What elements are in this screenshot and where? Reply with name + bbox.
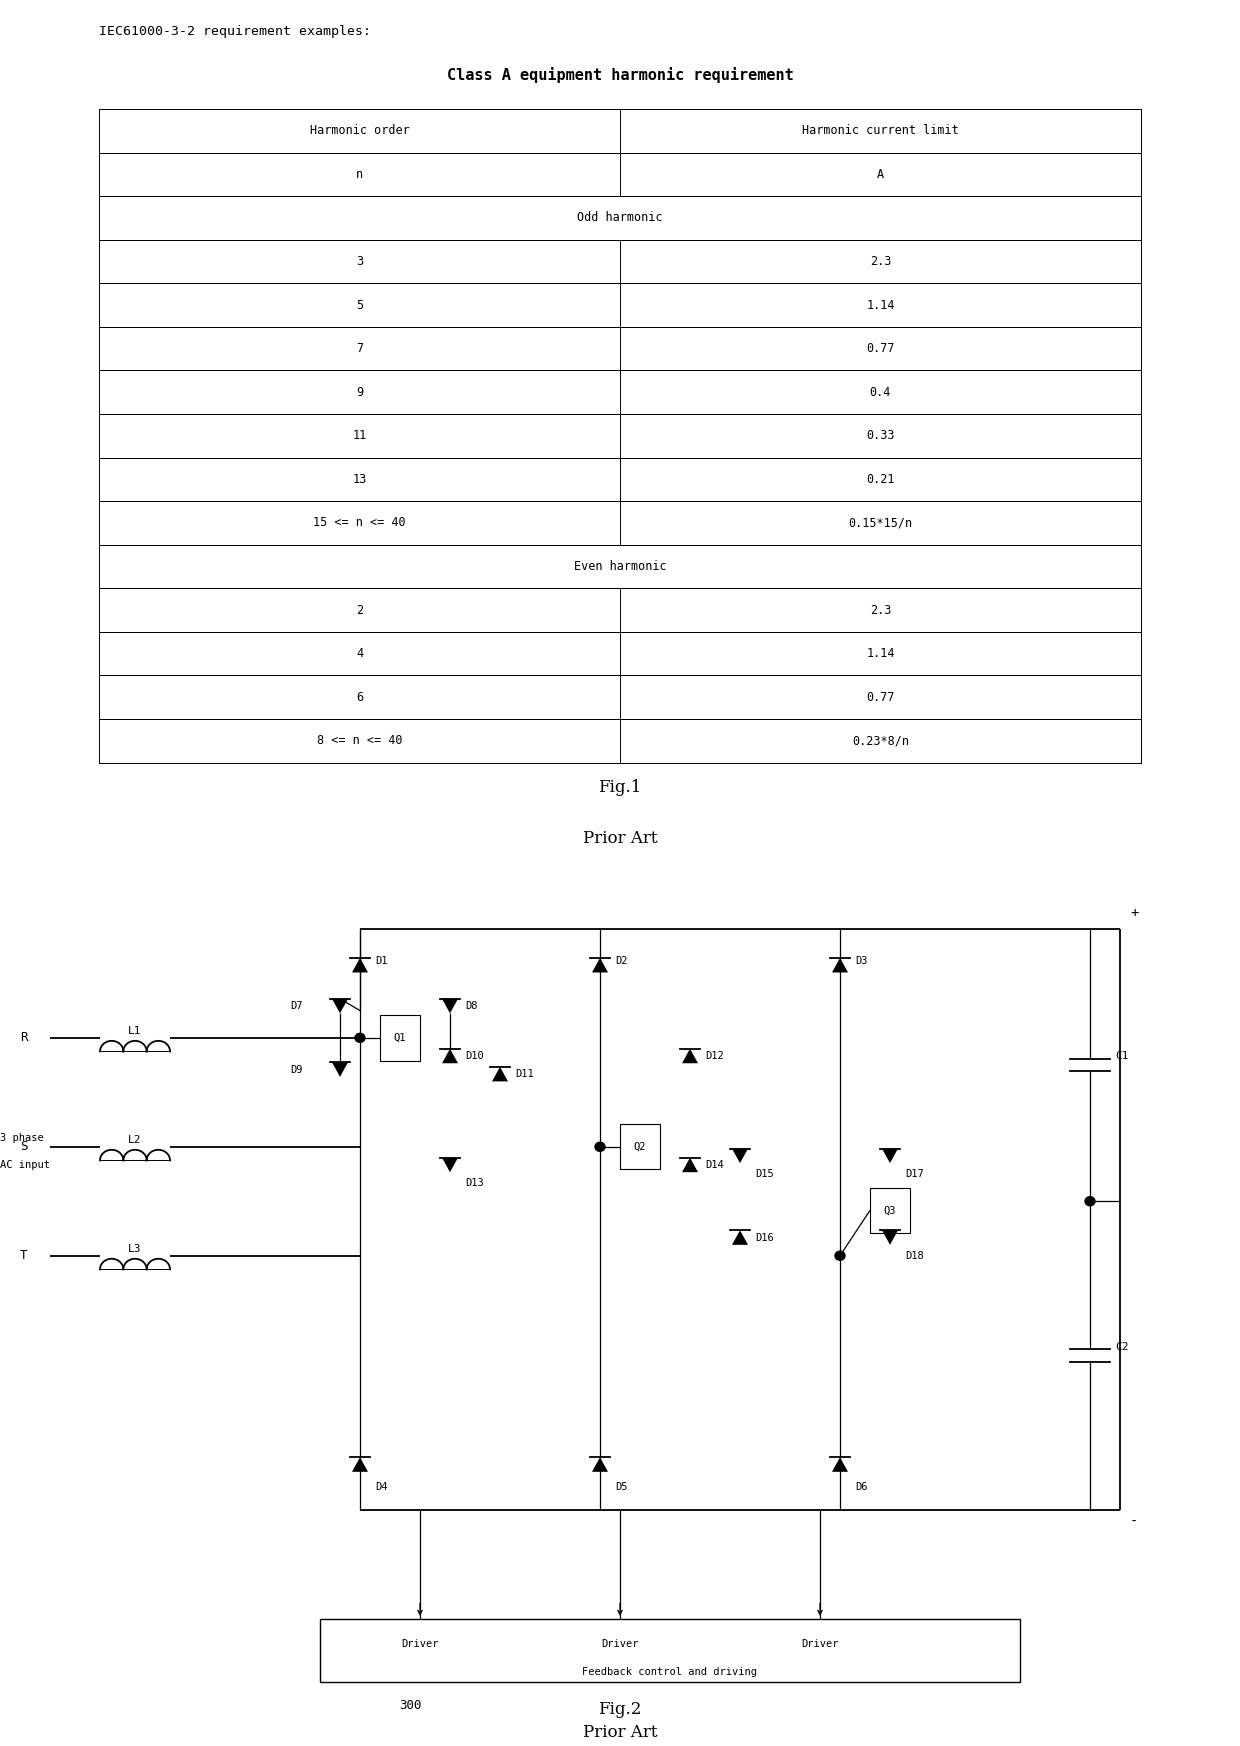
- Text: 0.15*15/n: 0.15*15/n: [848, 517, 913, 529]
- Text: D10: D10: [465, 1051, 484, 1062]
- Text: Harmonic order: Harmonic order: [310, 124, 409, 138]
- Bar: [870, 1187, 910, 1233]
- Text: -: -: [1130, 1514, 1138, 1528]
- Text: 6: 6: [356, 691, 363, 704]
- Text: D8: D8: [465, 1000, 477, 1011]
- Text: 0.21: 0.21: [867, 473, 894, 485]
- Text: Driver: Driver: [402, 1639, 439, 1650]
- Text: L2: L2: [128, 1135, 141, 1145]
- Text: D2: D2: [615, 955, 627, 966]
- Text: 8 <= n <= 40: 8 <= n <= 40: [317, 735, 402, 747]
- Text: D9: D9: [290, 1065, 303, 1074]
- Text: D11: D11: [515, 1069, 533, 1079]
- Text: D5: D5: [615, 1482, 627, 1493]
- Text: C2: C2: [1115, 1341, 1128, 1351]
- Text: 0.33: 0.33: [867, 430, 894, 442]
- Text: Class A equipment harmonic requirement: Class A equipment harmonic requirement: [446, 66, 794, 84]
- Text: 0.4: 0.4: [869, 386, 892, 398]
- Text: D3: D3: [856, 955, 868, 966]
- Text: 9: 9: [356, 386, 363, 398]
- Text: D15: D15: [755, 1170, 774, 1179]
- Text: +: +: [1130, 906, 1138, 920]
- Text: C1: C1: [1115, 1051, 1128, 1062]
- Text: 7: 7: [356, 342, 363, 354]
- Text: Driver: Driver: [601, 1639, 639, 1650]
- Circle shape: [1085, 1196, 1095, 1206]
- Text: R: R: [20, 1032, 27, 1044]
- Polygon shape: [591, 1458, 608, 1472]
- Polygon shape: [732, 1231, 748, 1245]
- Text: 300: 300: [399, 1699, 422, 1711]
- Text: 0.77: 0.77: [867, 342, 894, 354]
- Polygon shape: [332, 1062, 348, 1077]
- Text: 13: 13: [352, 473, 367, 485]
- Polygon shape: [832, 1458, 848, 1472]
- Text: 3: 3: [356, 255, 363, 267]
- Text: D7: D7: [290, 1000, 303, 1011]
- Text: 2.3: 2.3: [869, 255, 892, 267]
- Text: S: S: [20, 1140, 27, 1154]
- Text: Fig.2: Fig.2: [599, 1701, 641, 1718]
- Text: Odd harmonic: Odd harmonic: [578, 211, 662, 225]
- Text: 1.14: 1.14: [867, 299, 894, 311]
- Text: Prior Art: Prior Art: [583, 1723, 657, 1741]
- Text: D6: D6: [856, 1482, 868, 1493]
- Text: Driver: Driver: [801, 1639, 838, 1650]
- Polygon shape: [882, 1231, 898, 1245]
- Circle shape: [595, 1142, 605, 1151]
- Text: D14: D14: [706, 1159, 724, 1170]
- Text: D1: D1: [374, 955, 387, 966]
- Text: 2: 2: [356, 604, 363, 616]
- Bar: [320, 1619, 1021, 1683]
- Bar: [379, 1014, 420, 1060]
- Polygon shape: [352, 959, 368, 973]
- Polygon shape: [441, 1049, 458, 1063]
- Text: 11: 11: [352, 430, 367, 442]
- Text: IEC61000-3-2 requirement examples:: IEC61000-3-2 requirement examples:: [99, 24, 371, 38]
- Text: D12: D12: [706, 1051, 724, 1062]
- Text: T: T: [20, 1248, 27, 1262]
- Text: Harmonic current limit: Harmonic current limit: [802, 124, 959, 138]
- Text: D18: D18: [905, 1250, 924, 1261]
- Text: 0.23*8/n: 0.23*8/n: [852, 735, 909, 747]
- Text: Fig.1: Fig.1: [599, 779, 641, 796]
- Text: 0.77: 0.77: [867, 691, 894, 704]
- Text: Prior Art: Prior Art: [583, 829, 657, 847]
- Polygon shape: [882, 1149, 898, 1163]
- Circle shape: [835, 1252, 844, 1261]
- Text: A: A: [877, 168, 884, 182]
- Polygon shape: [591, 959, 608, 973]
- Text: Q2: Q2: [634, 1142, 646, 1152]
- Text: Q3: Q3: [884, 1205, 897, 1215]
- Text: Q1: Q1: [394, 1034, 407, 1042]
- Polygon shape: [832, 959, 848, 973]
- Text: AC input: AC input: [0, 1159, 50, 1170]
- Polygon shape: [332, 999, 348, 1013]
- Text: L1: L1: [128, 1027, 141, 1037]
- Polygon shape: [732, 1149, 748, 1163]
- Text: 2.3: 2.3: [869, 604, 892, 616]
- Text: 4: 4: [356, 648, 363, 660]
- Text: n: n: [356, 168, 363, 182]
- Text: Even harmonic: Even harmonic: [574, 560, 666, 573]
- Text: D13: D13: [465, 1179, 484, 1187]
- Text: 1.14: 1.14: [867, 648, 894, 660]
- Polygon shape: [352, 1458, 368, 1472]
- Circle shape: [355, 1034, 365, 1042]
- Polygon shape: [441, 999, 458, 1013]
- Text: D4: D4: [374, 1482, 387, 1493]
- Text: 15 <= n <= 40: 15 <= n <= 40: [314, 517, 405, 529]
- Polygon shape: [682, 1158, 698, 1172]
- Text: 5: 5: [356, 299, 363, 311]
- Text: D16: D16: [755, 1233, 774, 1243]
- Text: L3: L3: [128, 1245, 141, 1254]
- Polygon shape: [682, 1049, 698, 1063]
- Polygon shape: [441, 1158, 458, 1172]
- Text: 3 phase: 3 phase: [0, 1133, 43, 1142]
- Text: D17: D17: [905, 1170, 924, 1179]
- Polygon shape: [492, 1067, 508, 1081]
- Text: Feedback control and driving: Feedback control and driving: [583, 1666, 758, 1676]
- Bar: [620, 1124, 660, 1170]
